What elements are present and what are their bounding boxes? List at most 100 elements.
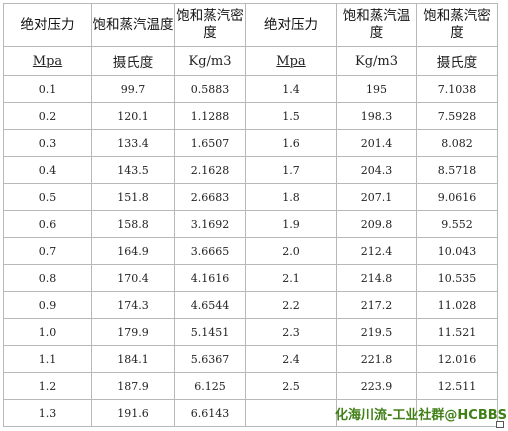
table-cell: 11.521 bbox=[416, 318, 498, 346]
table-cell: 2.1628 bbox=[174, 156, 246, 184]
unit-cell: 摄氏度 bbox=[91, 46, 175, 76]
table-cell: 10.535 bbox=[416, 264, 498, 292]
header-cell: 绝对压力 bbox=[245, 3, 337, 47]
unit-cell: Kg/m3 bbox=[336, 46, 417, 76]
unit-cell: Mpa bbox=[245, 46, 337, 76]
table-cell: 214.8 bbox=[336, 264, 417, 292]
table-cell: 0.2 bbox=[3, 102, 92, 130]
table-cell: 8.082 bbox=[416, 129, 498, 157]
table-row: 1.3 191.6 6.6143 bbox=[3, 399, 498, 427]
table-cell: 12.511 bbox=[416, 372, 498, 400]
table-cell: 2.0 bbox=[245, 237, 337, 265]
table-cell: 7.5928 bbox=[416, 102, 498, 130]
table-cell: 1.0 bbox=[3, 318, 92, 346]
table-cell: 207.1 bbox=[336, 183, 417, 211]
table-cell: 0.6 bbox=[3, 210, 92, 238]
table-cell: 1.3 bbox=[3, 399, 92, 427]
table-cell: 158.8 bbox=[91, 210, 175, 238]
table-cell: 6.6143 bbox=[174, 399, 246, 427]
table-row: 1.2 187.9 6.125 2.5 223.9 12.511 bbox=[3, 372, 498, 400]
table-cell: 5.1451 bbox=[174, 318, 246, 346]
table-cell: 187.9 bbox=[91, 372, 175, 400]
table-cell bbox=[416, 399, 498, 427]
table-cell: 151.8 bbox=[91, 183, 175, 211]
table-cell: 1.7 bbox=[245, 156, 337, 184]
table-cell: 5.6367 bbox=[174, 345, 246, 373]
table-cell: 0.5 bbox=[3, 183, 92, 211]
table-cell bbox=[245, 399, 337, 427]
table-cell: 2.4 bbox=[245, 345, 337, 373]
table-cell: 1.6507 bbox=[174, 129, 246, 157]
table-cell: 0.9 bbox=[3, 291, 92, 319]
table-row: 0.8 170.4 4.1616 2.1 214.8 10.535 bbox=[3, 264, 498, 292]
table-cell: 12.016 bbox=[416, 345, 498, 373]
table-row: 1.0 179.9 5.1451 2.3 219.5 11.521 bbox=[3, 318, 498, 346]
table-cell: 120.1 bbox=[91, 102, 175, 130]
table-row: 0.5 151.8 2.6683 1.8 207.1 9.0616 bbox=[3, 183, 498, 211]
table-cell: 9.552 bbox=[416, 210, 498, 238]
header-cell: 饱和蒸汽温度 bbox=[336, 3, 417, 47]
table-cell: 2.3 bbox=[245, 318, 337, 346]
table-cell: 0.8 bbox=[3, 264, 92, 292]
table-cell: 2.1 bbox=[245, 264, 337, 292]
table-row: 0.4 143.5 2.1628 1.7 204.3 8.5718 bbox=[3, 156, 498, 184]
table-row: 0.9 174.3 4.6544 2.2 217.2 11.028 bbox=[3, 291, 498, 319]
table-cell: 191.6 bbox=[91, 399, 175, 427]
table-cell: 0.4 bbox=[3, 156, 92, 184]
table-row: 0.2 120.1 1.1288 1.5 198.3 7.5928 bbox=[3, 102, 498, 130]
table-cell: 4.1616 bbox=[174, 264, 246, 292]
table-cell: 0.5883 bbox=[174, 75, 246, 103]
table-cell: 209.8 bbox=[336, 210, 417, 238]
unit-cell: 摄氏度 bbox=[416, 46, 498, 76]
table-cell: 11.028 bbox=[416, 291, 498, 319]
table-cell: 1.4 bbox=[245, 75, 337, 103]
table-cell: 133.4 bbox=[91, 129, 175, 157]
table-cell: 221.8 bbox=[336, 345, 417, 373]
table-cell: 1.5 bbox=[245, 102, 337, 130]
table-cell: 7.1038 bbox=[416, 75, 498, 103]
table-cell: 8.5718 bbox=[416, 156, 498, 184]
data-rows: 0.1 99.7 0.5883 1.4 195 7.1038 0.2 120.1 1.1288 1… bbox=[3, 75, 498, 427]
unit-cell: Kg/m3 bbox=[174, 46, 246, 76]
header-cell: 饱和蒸汽密度 bbox=[174, 3, 246, 47]
table-cell: 0.3 bbox=[3, 129, 92, 157]
table-row: 1.1 184.1 5.6367 2.4 221.8 12.016 bbox=[3, 345, 498, 373]
unit-text: Mpa bbox=[32, 53, 63, 69]
table-row: 0.1 99.7 0.5883 1.4 195 7.1038 bbox=[3, 75, 498, 103]
header-cell: 饱和蒸汽密度 bbox=[416, 3, 498, 47]
table-row: 0.7 164.9 3.6665 2.0 212.4 10.043 bbox=[3, 237, 498, 265]
table-cell: 217.2 bbox=[336, 291, 417, 319]
table-cell: 1.1 bbox=[3, 345, 92, 373]
table-cell: 174.3 bbox=[91, 291, 175, 319]
table-cell: 4.6544 bbox=[174, 291, 246, 319]
table-row: 0.6 158.8 3.1692 1.9 209.8 9.552 bbox=[3, 210, 498, 238]
table-cell: 1.8 bbox=[245, 183, 337, 211]
table-cell: 6.125 bbox=[174, 372, 246, 400]
unit-cell: Mpa bbox=[3, 46, 92, 76]
table-cell: 2.6683 bbox=[174, 183, 246, 211]
table-cell: 198.3 bbox=[336, 102, 417, 130]
watermark-mark bbox=[496, 421, 504, 428]
table-cell: 164.9 bbox=[91, 237, 175, 265]
table-cell: 99.7 bbox=[91, 75, 175, 103]
header-cell: 绝对压力 bbox=[3, 3, 92, 47]
table-cell: 184.1 bbox=[91, 345, 175, 373]
table-cell: 9.0616 bbox=[416, 183, 498, 211]
table-cell: 1.9 bbox=[245, 210, 337, 238]
table-cell: 1.6 bbox=[245, 129, 337, 157]
table-cell: 3.1692 bbox=[174, 210, 246, 238]
table-cell: 3.6665 bbox=[174, 237, 246, 265]
table-cell: 170.4 bbox=[91, 264, 175, 292]
table-cell: 0.7 bbox=[3, 237, 92, 265]
unit-text: Mpa bbox=[276, 53, 306, 69]
table-cell: 2.5 bbox=[245, 372, 337, 400]
unit-row: Mpa 摄氏度 Kg/m3 Mpa Kg/m3 摄氏度 bbox=[3, 46, 498, 76]
table-cell: 223.9 bbox=[336, 372, 417, 400]
steam-table: 绝对压力 饱和蒸汽温度 饱和蒸汽密度 绝对压力 饱和蒸汽温度 饱和蒸汽密度 Mp… bbox=[3, 3, 498, 427]
table-row: 0.3 133.4 1.6507 1.6 201.4 8.082 bbox=[3, 129, 498, 157]
header-cell: 饱和蒸汽温度 bbox=[91, 3, 175, 47]
table-cell: 143.5 bbox=[91, 156, 175, 184]
table-cell: 0.1 bbox=[3, 75, 92, 103]
table-cell: 212.4 bbox=[336, 237, 417, 265]
table-cell: 204.3 bbox=[336, 156, 417, 184]
